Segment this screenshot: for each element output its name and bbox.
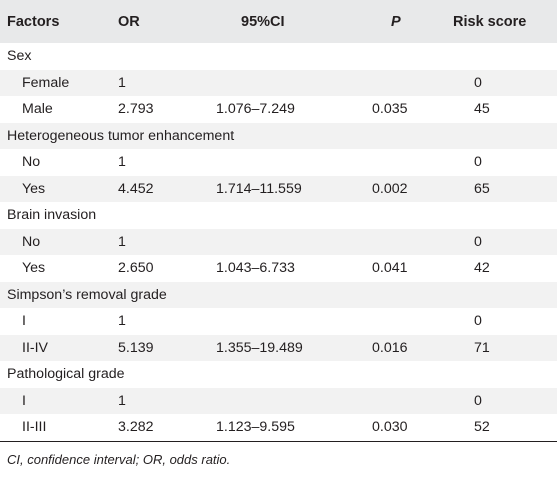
p-cell: 0.035 xyxy=(372,101,408,118)
p-cell: 0.016 xyxy=(372,339,408,356)
group-label: Heterogeneous tumor enhancement xyxy=(7,127,235,144)
or-cell: 1 xyxy=(118,392,126,409)
level-label: No xyxy=(22,154,41,171)
header-p: P xyxy=(391,13,401,30)
table-row: II-IV 5.139 1.355–19.489 0.016 71 xyxy=(0,334,557,361)
or-cell: 1 xyxy=(118,233,126,250)
table-row: Yes 4.452 1.714–11.559 0.002 65 xyxy=(0,175,557,202)
level-label: I xyxy=(22,392,26,409)
table-row: Brain invasion xyxy=(0,202,557,229)
level-label: II-IV xyxy=(22,339,49,356)
table-row: Male 2.793 1.076–7.249 0.035 45 xyxy=(0,96,557,123)
risk-cell: 0 xyxy=(474,392,482,409)
ci-cell: 1.123–9.595 xyxy=(216,419,295,436)
or-cell: 1 xyxy=(118,154,126,171)
p-cell: 0.030 xyxy=(372,419,408,436)
level-label: Female xyxy=(22,74,70,91)
risk-score-table-container: Factors OR 95%CI P Risk score Sex Female… xyxy=(0,0,557,467)
table-row: Pathological grade xyxy=(0,361,557,388)
table-bottom-rule xyxy=(0,440,557,442)
ci-cell: 1.076–7.249 xyxy=(216,101,295,118)
risk-score-table: Factors OR 95%CI P Risk score Sex Female… xyxy=(0,0,557,441)
risk-cell: 42 xyxy=(474,260,490,277)
risk-cell: 0 xyxy=(474,74,482,91)
p-cell xyxy=(337,70,437,97)
ci-cell xyxy=(196,229,337,256)
table-row: I 1 0 xyxy=(0,308,557,335)
table-header: Factors OR 95%CI P Risk score xyxy=(0,0,557,43)
or-cell: 5.139 xyxy=(118,339,154,356)
table-row: Female 1 0 xyxy=(0,69,557,97)
table-row: Yes 2.650 1.043–6.733 0.041 42 xyxy=(0,255,557,282)
or-cell: 4.452 xyxy=(118,180,154,197)
or-cell: 3.282 xyxy=(118,419,154,436)
or-cell: 1 xyxy=(118,313,126,330)
table-footnote: CI, confidence interval; OR, odds ratio. xyxy=(7,451,231,467)
or-cell: 2.793 xyxy=(118,101,154,118)
risk-cell: 65 xyxy=(474,180,490,197)
header-risk-score: Risk score xyxy=(453,13,527,30)
p-cell xyxy=(337,149,437,176)
risk-cell: 0 xyxy=(474,233,482,250)
group-label: Sex xyxy=(7,48,32,65)
ci-cell xyxy=(196,149,337,176)
ci-cell: 1.714–11.559 xyxy=(216,180,302,197)
table-row: I 1 0 xyxy=(0,387,557,415)
p-cell: 0.002 xyxy=(372,180,408,197)
header-factors: Factors xyxy=(7,13,60,30)
table-row: Simpson’s removal grade xyxy=(0,281,557,308)
or-cell: 1 xyxy=(118,74,126,91)
risk-cell: 0 xyxy=(474,313,482,330)
ci-cell: 1.043–6.733 xyxy=(216,260,295,277)
risk-cell: 71 xyxy=(474,339,490,356)
group-label: Pathological grade xyxy=(7,366,125,383)
p-cell xyxy=(337,308,437,335)
level-label: No xyxy=(22,233,41,250)
table-row: II-III 3.282 1.123–9.595 0.030 52 xyxy=(0,414,557,441)
ci-cell: 1.355–19.489 xyxy=(216,339,303,356)
risk-cell: 45 xyxy=(474,101,490,118)
table-body: Sex Female 1 0 Male 2.793 1.076–7.249 0.… xyxy=(0,43,557,441)
level-label: Yes xyxy=(22,260,46,277)
header-row: Factors OR 95%CI P Risk score xyxy=(0,0,557,43)
table-row: No 1 0 xyxy=(0,149,557,176)
p-cell xyxy=(337,388,437,415)
level-label: I xyxy=(22,313,26,330)
p-cell: 0.041 xyxy=(372,260,408,277)
header-or: OR xyxy=(118,13,140,30)
risk-cell: 52 xyxy=(474,419,490,436)
risk-cell: 0 xyxy=(474,154,482,171)
table-row: Sex xyxy=(0,43,557,70)
ci-cell xyxy=(196,308,337,335)
level-label: II-III xyxy=(22,419,47,436)
p-cell xyxy=(337,229,437,256)
level-label: Male xyxy=(22,101,53,118)
group-label: Brain invasion xyxy=(7,207,97,224)
header-ci: 95%CI xyxy=(241,13,285,30)
ci-cell xyxy=(196,70,337,97)
level-label: Yes xyxy=(22,180,46,197)
table-row: Heterogeneous tumor enhancement xyxy=(0,122,557,149)
or-cell: 2.650 xyxy=(118,260,154,277)
ci-cell xyxy=(196,388,337,415)
table-row: No 1 0 xyxy=(0,228,557,256)
group-label: Simpson’s removal grade xyxy=(7,286,167,303)
